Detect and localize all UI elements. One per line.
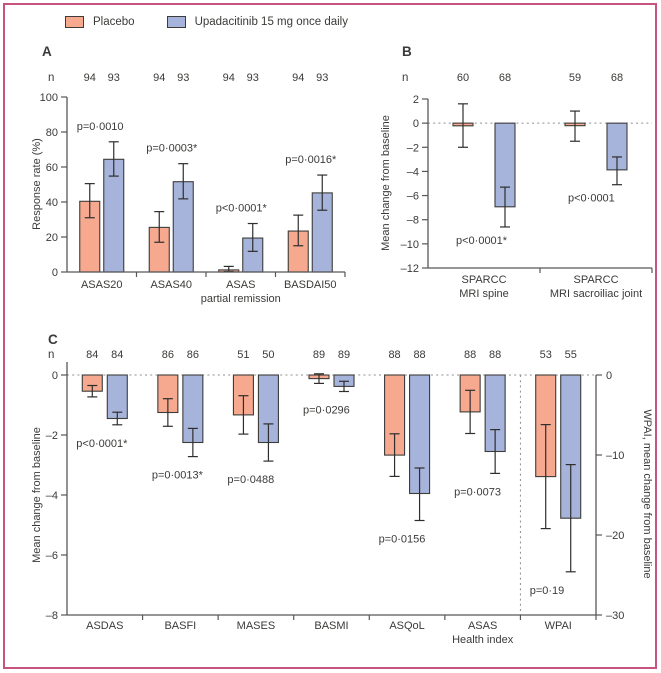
y-tick-label: 20	[46, 232, 58, 244]
p-value-label: p<0·0001*	[216, 203, 268, 215]
category-label: MRI sacroiliac joint	[550, 288, 642, 300]
n-value: 84	[86, 349, 98, 361]
n-header: n	[48, 72, 54, 84]
right-y-tick-label: –10	[606, 450, 624, 462]
right-y-tick-label: –30	[606, 610, 624, 622]
n-value: 86	[187, 349, 199, 361]
n-value: 89	[338, 349, 350, 361]
p-value-label: p=0·0013*	[152, 470, 204, 482]
p-value-label: p=0·0296	[303, 405, 350, 417]
p-value-label: p=0·19	[530, 585, 565, 597]
category-label: SPARCC	[573, 274, 618, 286]
n-value: 60	[457, 72, 469, 84]
n-header: n	[402, 72, 408, 84]
y-tick-label: –4	[46, 490, 58, 502]
n-value: 93	[316, 72, 328, 84]
p-value-label: p<0·0001	[568, 193, 615, 205]
y-axis-label: Mean change from baseline	[380, 115, 392, 251]
category-label: ASAS20	[81, 279, 123, 291]
y-tick-label: 2	[413, 94, 419, 106]
panel-label: B	[402, 44, 412, 59]
legend-label-placebo: Placebo	[93, 16, 135, 28]
category-label: BASFI	[164, 620, 196, 632]
n-value: 59	[569, 72, 581, 84]
category-label: Health index	[452, 634, 514, 646]
y-tick-label: –10	[401, 239, 419, 251]
n-value: 88	[388, 349, 400, 361]
y-tick-label: 100	[40, 92, 58, 104]
category-label: ASQoL	[389, 620, 424, 632]
n-value: 88	[464, 349, 476, 361]
y-tick-label: 0	[52, 370, 58, 382]
legend-label-upadacitinib: Upadacitinib 15 mg once daily	[194, 16, 348, 28]
y-tick-label: –12	[401, 263, 419, 275]
n-value: 68	[611, 72, 623, 84]
y-tick-label: 0	[413, 118, 419, 130]
p-value-label: p=0·0073	[454, 486, 501, 498]
n-value: 53	[540, 349, 552, 361]
p-value-label: p<0·0001*	[76, 438, 128, 450]
p-value-label: p=0·0003*	[146, 143, 198, 155]
y-axis-label: Response rate (%)	[31, 138, 43, 230]
p-value-label: p<0·0001*	[456, 235, 508, 247]
y-tick-label: –6	[46, 550, 58, 562]
n-value: 94	[84, 72, 96, 84]
category-label: BASDAI50	[284, 279, 337, 291]
p-value-label: p=0·0488	[227, 474, 274, 486]
panel-label: C	[48, 332, 58, 347]
category-label: SPARCC	[461, 274, 506, 286]
n-value: 86	[162, 349, 174, 361]
y-tick-label: 0	[52, 267, 58, 279]
y-tick-label: 80	[46, 127, 58, 139]
category-label: WPAI	[545, 620, 572, 632]
n-value: 93	[247, 72, 259, 84]
n-value: 89	[313, 349, 325, 361]
n-value: 68	[499, 72, 511, 84]
n-value: 94	[153, 72, 165, 84]
category-label: ASAS40	[150, 279, 192, 291]
n-value: 55	[565, 349, 577, 361]
y-tick-label: –2	[46, 430, 58, 442]
n-value: 93	[177, 72, 189, 84]
y-axis-label: Mean change from baseline	[31, 427, 43, 563]
n-value: 88	[413, 349, 425, 361]
legend: Placebo Upadacitinib 15 mg once daily	[65, 16, 348, 28]
n-value: 94	[223, 72, 235, 84]
n-value: 51	[237, 349, 249, 361]
p-value-label: p=0·0010	[77, 121, 124, 133]
category-label: partial remission	[201, 293, 281, 305]
n-header: n	[48, 349, 54, 361]
n-value: 84	[111, 349, 123, 361]
category-label: ASDAS	[86, 620, 123, 632]
right-y-tick-label: –20	[606, 530, 624, 542]
panel-label: A	[42, 44, 52, 59]
category-label: MRI spine	[459, 288, 509, 300]
category-label: BASMI	[314, 620, 348, 632]
n-value: 94	[292, 72, 304, 84]
legend-swatch-placebo	[65, 16, 84, 28]
n-value: 88	[489, 349, 501, 361]
y-tick-label: 60	[46, 162, 58, 174]
y-tick-label: –2	[407, 142, 419, 154]
p-value-label: p=0·0156	[379, 534, 426, 546]
category-label: ASAS	[468, 620, 497, 632]
category-label: MASES	[237, 620, 276, 632]
n-value: 93	[108, 72, 120, 84]
p-value-label: p=0·0016*	[285, 154, 337, 166]
y-tick-label: –8	[407, 215, 419, 227]
y-tick-label: 40	[46, 197, 58, 209]
y-tick-label: –8	[46, 610, 58, 622]
legend-swatch-upadacitinib	[166, 16, 186, 28]
category-label: ASAS	[226, 279, 255, 291]
y-tick-label: –4	[407, 166, 419, 178]
right-y-tick-label: 0	[606, 370, 612, 382]
y-tick-label: –6	[407, 191, 419, 203]
right-y-axis-label: WPAI, mean change from baseline	[641, 409, 653, 578]
n-value: 50	[262, 349, 274, 361]
